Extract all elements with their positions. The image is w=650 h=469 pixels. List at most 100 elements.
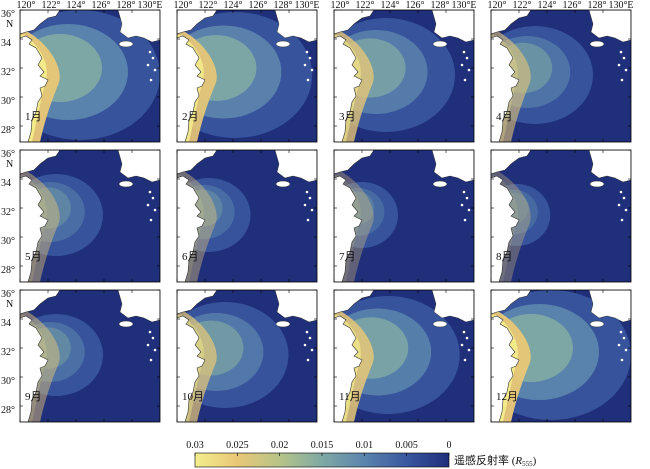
longitude-tick-label: 130°E [294,0,319,11]
small-island [146,63,150,67]
north-label: N [6,19,13,30]
mainland-landmass [334,35,363,142]
jeju-island [589,180,605,188]
panel-frame [490,9,632,143]
shandong-peninsula [334,10,375,35]
month-label: 12月 [496,391,518,403]
shandong-peninsula [491,290,532,315]
mainland-landmass [334,175,363,282]
small-island [467,68,471,72]
small-island [460,63,464,67]
month-label: 11月 [339,391,361,403]
panel-frame [490,289,632,423]
latitude-tick-label: 36° [1,9,15,20]
longitude-tick-label: 122° [356,0,375,11]
small-island [465,336,469,340]
longitude-tick-label: 120° [174,0,193,11]
mainland-landmass [20,175,49,282]
latitude-tick-label: 28° [1,405,15,416]
shandong-peninsula [20,10,61,35]
small-island [151,56,155,60]
latitude-ticks: 36°3432°30°28°N36°3432°30°28°N36°3432°30… [1,9,15,416]
small-island [462,190,466,194]
panel-frame [176,289,318,423]
shandong-peninsula [334,290,375,315]
longitude-tick-label: 130°E [608,0,633,11]
map-panel: 6月 [176,149,318,283]
month-label: 4月 [496,111,513,123]
longitude-tick-label: 120° [488,0,507,11]
latitude-tick-label: 30° [1,236,15,247]
small-island [146,343,150,347]
north-label: N [6,299,13,310]
small-island [303,63,307,67]
small-island [149,358,153,362]
longitude-tick-label: 128° [117,0,136,11]
colorbar-tick-label: 0.005 [395,440,418,451]
longitude-tick-label: 128° [588,0,607,11]
panel-frame [176,149,318,283]
panel-frame [333,289,475,423]
small-island [617,63,621,67]
small-island [460,203,464,207]
small-island [149,218,153,222]
small-island [310,68,314,72]
small-island [306,218,310,222]
small-island [148,330,152,334]
korean-peninsula [274,290,317,323]
longitude-tick-label: 124° [67,0,86,11]
mainland-landmass [491,175,520,282]
colorbar-tick-label: 0.01 [356,440,374,451]
small-island [462,50,466,54]
shandong-peninsula [20,290,61,315]
small-island [148,190,152,194]
small-island [153,348,157,352]
longitude-tick-label: 130°E [451,0,476,11]
map-panel: 2月 [176,9,318,143]
month-label: 5月 [25,251,42,263]
small-island [624,348,628,352]
small-island [622,336,626,340]
mainland-landmass [491,315,520,422]
longitude-tick-label: 124° [381,0,400,11]
small-island [146,203,150,207]
small-island [619,190,623,194]
small-island [624,68,628,72]
panel-frame [333,149,475,283]
jeju-island [118,320,134,328]
korean-peninsula [588,10,631,43]
month-label: 8月 [496,251,513,263]
small-island [151,196,155,200]
shandong-peninsula [177,10,218,35]
mainland-landmass [20,315,49,422]
small-island [465,196,469,200]
small-island [148,50,152,54]
month-label: 10月 [182,391,204,403]
map-panel: 9月 [19,289,161,423]
longitude-tick-label: 128° [274,0,293,11]
month-label: 7月 [339,251,356,263]
panel-frame [19,289,161,423]
small-island [305,50,309,54]
mainland-landmass [334,315,363,422]
small-island [303,343,307,347]
latitude-tick-label: 32° [1,67,15,78]
korean-peninsula [274,10,317,43]
korean-peninsula [274,150,317,183]
jeju-island [275,320,291,328]
small-island [617,343,621,347]
small-island [624,208,628,212]
jeju-island [118,180,134,188]
longitude-tick-label: 128° [431,0,450,11]
mainland-landmass [177,175,206,282]
small-island [308,336,312,340]
map-panel: 3月 [333,9,475,143]
small-island [620,78,624,82]
latitude-tick-label: 34 [1,318,11,329]
map-panel: 10月 [176,289,318,423]
small-island [467,208,471,212]
latitude-tick-label: 32° [1,207,15,218]
small-island [463,218,467,222]
map-panel: 8月 [490,149,632,283]
